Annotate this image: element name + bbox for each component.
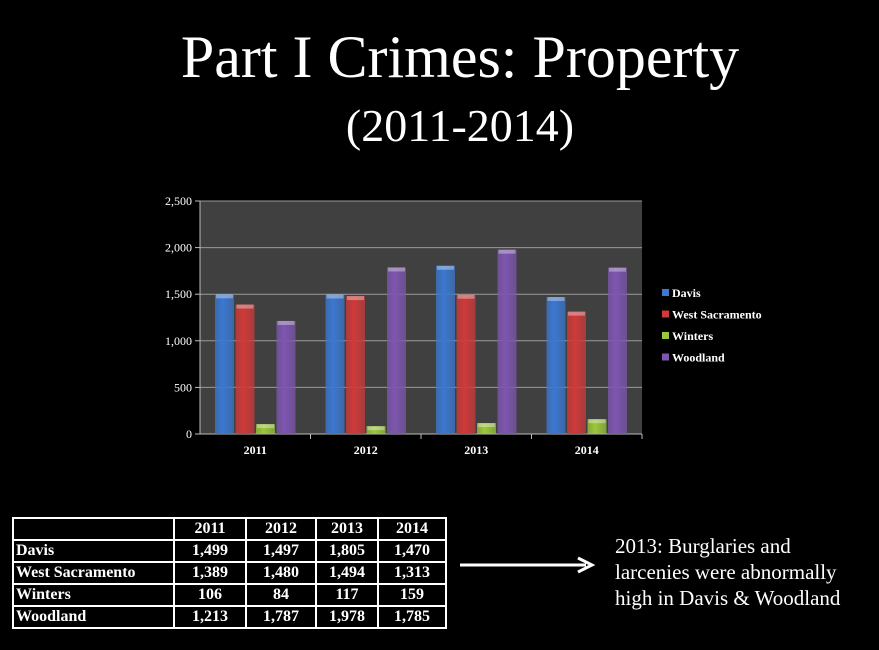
arrow-right-icon [460,556,596,574]
table-cell: 1,389 [173,561,247,585]
legend-label: Woodland [672,351,725,365]
y-tick-label: 2,500 [165,194,192,208]
table-cell: 1,805 [315,539,379,563]
table-header-cell: 2012 [245,517,317,541]
bar-winters [366,426,386,434]
bar-winters [587,419,607,434]
bar-west-sacramento [346,296,365,434]
table-cell: 159 [377,583,447,607]
note-line: high in Davis & Woodland [615,586,841,610]
bar-woodland [497,249,517,434]
y-tick-label: 0 [186,427,192,441]
bar-bevel [257,424,274,429]
table-header-cell: 2013 [315,517,379,541]
data-table: 2011 2012 2013 2014 Davis 1,499 1,497 1,… [12,517,447,629]
note-line: larcenies were abnormally [615,560,837,584]
bar-davis [215,294,234,434]
bar-bevel [437,265,454,270]
table-cell: 1,787 [245,605,317,629]
bar-west-sacramento [567,311,586,434]
bar-davis [325,294,345,434]
bar-winters [256,424,275,434]
table-cell: 1,785 [377,605,447,629]
legend-label: Winters [672,329,713,343]
bar-bevel [568,311,585,316]
annotation-note: 2013: Burglaries and larcenies were abno… [615,533,875,611]
table-cell: 106 [173,583,247,607]
table-cell: 1,313 [377,561,447,585]
x-tick-label: 2014 [575,443,599,457]
y-tick-label: 1,500 [165,287,192,301]
bar-woodland [276,320,296,434]
bar-bevel [347,296,364,301]
table-cell: Davis [12,539,175,563]
slide-title: Part I Crimes: Property [180,24,740,90]
table-header-cell [12,517,175,541]
bar-west-sacramento [456,294,476,434]
bar-bevel [588,419,606,424]
legend-swatch [662,353,669,361]
table-cell: 1,497 [245,539,317,563]
bar-chart: 0 500 1,000 1,500 2,000 2,500 2011 2012 2013 2014… [165,194,762,457]
table-row: Winters 106 84 117 159 [12,583,447,607]
table-cell: 84 [245,583,317,607]
legend-label: West Sacramento [672,308,762,322]
slide-subtitle: (2011-2014) [345,100,575,151]
bar-woodland [387,267,406,434]
bar-bevel [326,294,344,299]
y-tick-label: 1,000 [165,334,192,348]
bar-bevel [236,304,254,309]
bar-bevel [457,294,475,299]
x-tick-label: 2013 [464,443,488,457]
bar-bevel [388,267,405,272]
bar-winters [477,423,496,434]
bar-davis [546,296,566,434]
legend-swatch [662,289,669,296]
bar-bevel [609,267,626,272]
table-cell: West Sacramento [12,561,175,585]
table-cell: Woodland [12,605,175,629]
bar-bevel [478,423,495,428]
table-header-row: 2011 2012 2013 2014 [12,517,447,541]
table-header-cell: 2014 [377,517,447,541]
bar-west-sacramento [235,304,255,434]
bar-bevel [216,294,233,299]
table-row: Davis 1,499 1,497 1,805 1,470 [12,539,447,563]
table-cell: Winters [12,583,175,607]
table-row: West Sacramento 1,389 1,480 1,494 1,313 [12,561,447,585]
bar-bevel [547,296,565,301]
table-header-cell: 2011 [173,517,247,541]
bar-woodland [608,267,627,434]
legend-swatch [662,332,669,339]
y-tick-label: 2,000 [165,241,192,255]
bar-bevel [498,249,516,254]
bar-bevel [367,426,385,431]
table-cell: 117 [315,583,379,607]
legend-swatch [662,310,669,318]
x-tick-label: 2011 [244,443,267,457]
table-cell: 1,480 [245,561,317,585]
note-line: 2013: Burglaries and [615,534,791,558]
y-tick-label: 500 [174,380,192,394]
table-cell: 1,213 [173,605,247,629]
bar-davis [436,265,455,434]
table-cell: 1,494 [315,561,379,585]
bar-bevel [277,320,295,325]
table-cell: 1,978 [315,605,379,629]
table-cell: 1,470 [377,539,447,563]
table-cell: 1,499 [173,539,247,563]
x-tick-label: 2012 [354,443,378,457]
table-row: Woodland 1,213 1,787 1,978 1,785 [12,605,447,629]
legend-label: Davis [672,286,701,300]
